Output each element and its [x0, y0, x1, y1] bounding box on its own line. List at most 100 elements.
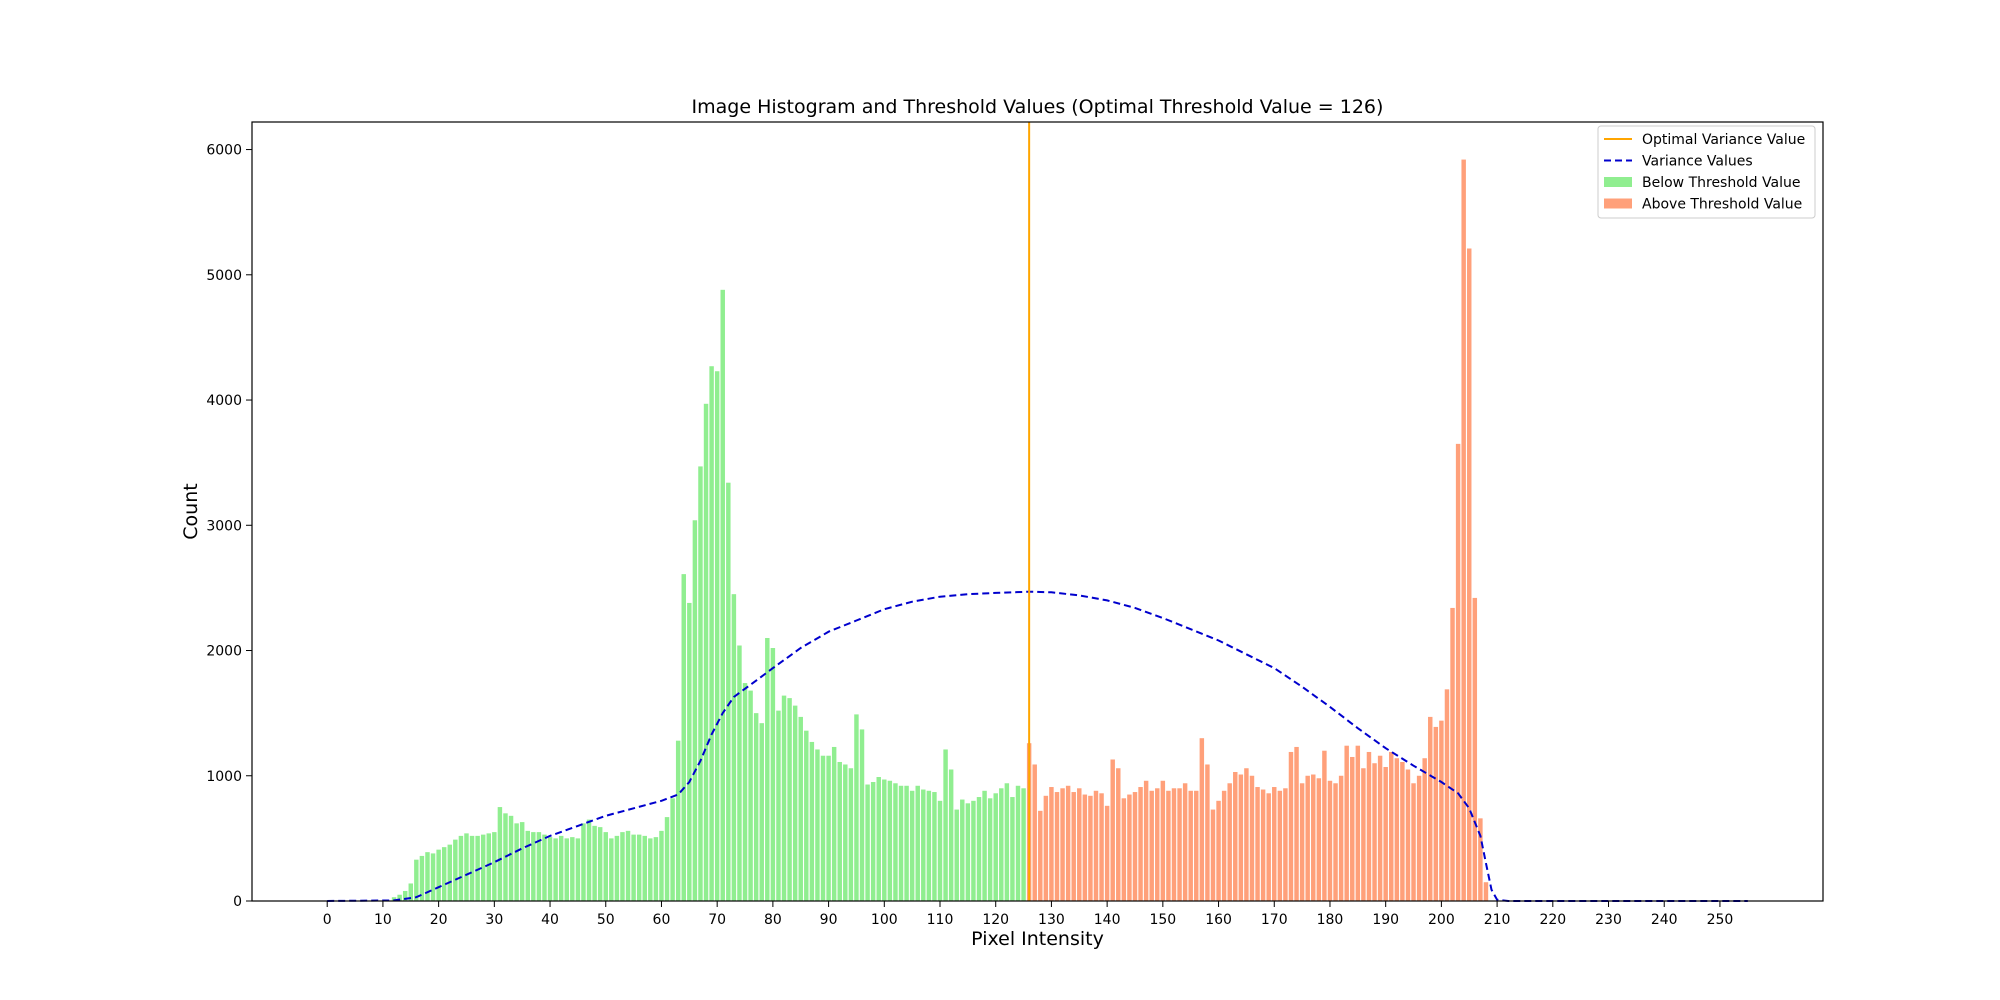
- x-tick-label: 120: [982, 912, 1009, 928]
- bar-below-threshold: [976, 797, 982, 901]
- bar-above-threshold: [1155, 788, 1160, 901]
- bar-above-threshold: [1210, 809, 1216, 901]
- x-tick-label: 190: [1372, 912, 1399, 928]
- bar-below-threshold: [937, 800, 943, 901]
- bar-above-threshold: [1394, 758, 1400, 901]
- bar-below-threshold: [1004, 783, 1010, 901]
- bar-above-threshold: [1355, 745, 1361, 901]
- bar-above-threshold: [1428, 716, 1433, 901]
- x-tick-label: 230: [1595, 912, 1622, 928]
- bar-below-threshold: [954, 809, 959, 901]
- bar-above-threshold: [1188, 790, 1193, 901]
- bar-below-threshold: [971, 800, 976, 901]
- bar-below-threshold: [469, 835, 475, 901]
- bar-below-threshold: [982, 790, 987, 901]
- x-tick-label: 50: [597, 912, 615, 928]
- bar-below-threshold: [1010, 797, 1015, 901]
- bar-above-threshold: [1377, 755, 1383, 901]
- legend-label-variance-values: Variance Values: [1642, 154, 1753, 170]
- x-tick-label: 140: [1094, 912, 1121, 928]
- bar-below-threshold: [826, 755, 831, 901]
- bar-above-threshold: [1138, 787, 1143, 901]
- x-tick-label: 160: [1205, 912, 1232, 928]
- bar-below-threshold: [653, 837, 659, 901]
- bar-below-threshold: [414, 859, 419, 901]
- bar-below-threshold: [731, 594, 737, 901]
- bar-below-threshold: [770, 648, 776, 901]
- y-tick-label: 5000: [206, 268, 242, 284]
- bar-below-threshold: [430, 853, 436, 901]
- bar-above-threshold: [1405, 769, 1411, 901]
- bar-above-threshold: [1032, 764, 1037, 901]
- bar-above-threshold: [1467, 248, 1472, 901]
- bar-below-threshold: [932, 792, 937, 901]
- bar-above-threshold: [1260, 789, 1266, 901]
- bar-below-threshold: [636, 834, 642, 901]
- y-tick-label: 0: [233, 894, 242, 910]
- bar-above-threshold: [1043, 795, 1049, 901]
- bar-below-threshold: [692, 520, 698, 901]
- bar-below-threshold: [519, 822, 525, 901]
- bar-above-threshold: [1283, 788, 1288, 901]
- bar-below-threshold: [882, 779, 887, 901]
- bar-below-threshold: [687, 602, 692, 901]
- bar-above-threshold: [1060, 788, 1065, 901]
- bar-below-threshold: [904, 785, 909, 901]
- bar-below-threshold: [898, 785, 904, 901]
- bar-below-threshold: [709, 366, 714, 902]
- bar-above-threshold: [1121, 798, 1127, 901]
- bar-above-threshold: [1272, 787, 1277, 901]
- bar-above-threshold: [1411, 783, 1416, 901]
- bar-below-threshold: [859, 729, 865, 901]
- bar-below-threshold: [458, 835, 464, 901]
- bar-below-threshold: [659, 830, 664, 901]
- bar-below-threshold: [815, 749, 820, 901]
- bar-above-threshold: [1344, 745, 1349, 901]
- bar-above-threshold: [1171, 788, 1177, 901]
- bar-below-threshold: [553, 838, 558, 901]
- bar-above-threshold: [1455, 443, 1461, 901]
- x-tick-label: 60: [653, 912, 671, 928]
- bar-below-threshold: [391, 897, 397, 901]
- bar-below-threshold: [464, 833, 469, 901]
- bar-below-threshold: [965, 803, 971, 901]
- bar-below-threshold: [597, 827, 603, 901]
- bar-below-threshold: [480, 834, 486, 901]
- bar-below-threshold: [1015, 785, 1021, 901]
- axes-layer: 0 10 20 30 40 50 60 70 80 90 100 110 120 130 140 150 160…: [206, 121, 1824, 928]
- x-tick-label: 220: [1539, 912, 1566, 928]
- bar-above-threshold: [1333, 783, 1338, 901]
- bar-above-threshold: [1350, 756, 1355, 901]
- bar-above-threshold: [1450, 607, 1455, 901]
- bar-above-threshold: [1372, 763, 1377, 901]
- bar-below-threshold: [792, 705, 798, 901]
- bar-below-threshold: [909, 790, 915, 901]
- bars-layer: [391, 159, 1489, 902]
- bar-above-threshold: [1416, 775, 1422, 901]
- legend-swatch-below-threshold: [1604, 177, 1632, 187]
- bar-above-threshold: [1311, 774, 1316, 901]
- x-tick-label: 10: [374, 912, 392, 928]
- x-tick-label: 20: [430, 912, 448, 928]
- x-tick-label: 40: [541, 912, 559, 928]
- bar-below-threshold: [776, 710, 781, 901]
- bar-below-threshold: [441, 847, 447, 901]
- bar-above-threshold: [1288, 751, 1294, 901]
- bar-above-threshold: [1299, 783, 1305, 901]
- bar-below-threshold: [664, 817, 670, 901]
- bar-below-threshold: [570, 837, 575, 901]
- bar-above-threshold: [1366, 751, 1372, 901]
- bar-below-threshold: [419, 855, 425, 901]
- bar-above-threshold: [1433, 726, 1439, 901]
- bar-below-threshold: [558, 835, 564, 901]
- x-axis-title: Pixel Intensity: [971, 928, 1104, 950]
- bar-below-threshold: [631, 834, 636, 901]
- bar-below-threshold: [748, 690, 753, 901]
- chart-title: Image Histogram and Threshold Values (Op…: [692, 96, 1384, 118]
- x-tick-label: 180: [1317, 912, 1344, 928]
- bar-above-threshold: [1316, 778, 1322, 901]
- y-tick-label: 4000: [206, 393, 242, 409]
- bar-below-threshold: [703, 403, 709, 901]
- x-tick-label: 210: [1484, 912, 1511, 928]
- bar-below-threshold: [848, 768, 854, 901]
